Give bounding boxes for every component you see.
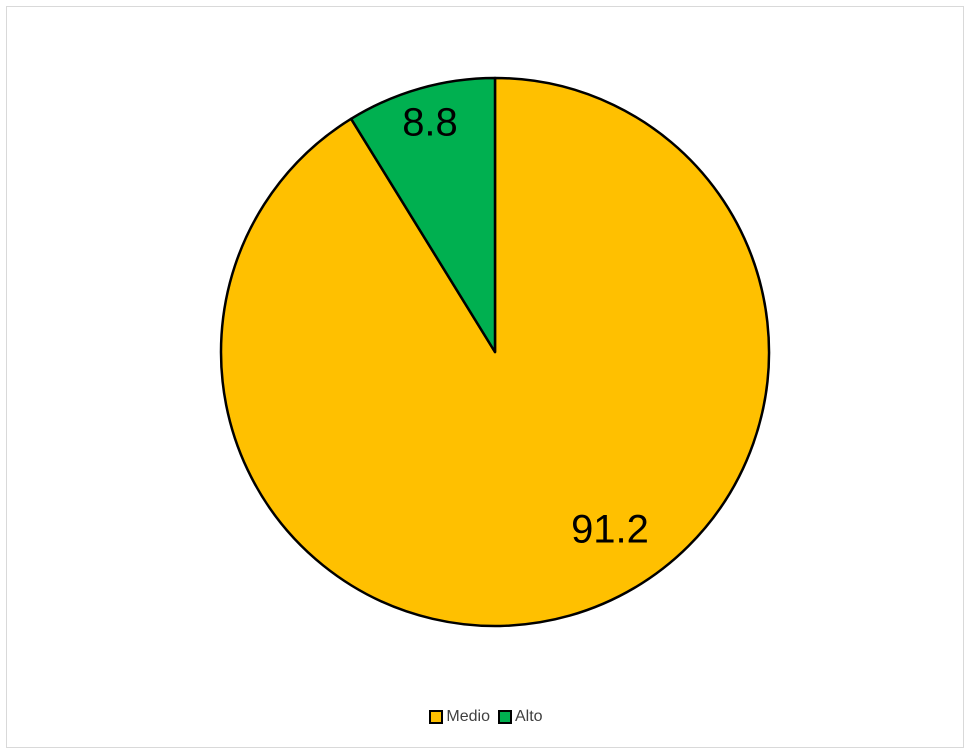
legend-swatch-alto xyxy=(498,710,512,724)
pie-data-labels: 91.2 8.8 xyxy=(402,101,649,552)
pie-slices xyxy=(219,76,771,628)
data-label-alto: 8.8 xyxy=(402,101,458,145)
legend-swatch-medio xyxy=(429,710,444,724)
legend-label-alto: Alto xyxy=(515,708,543,725)
pie-slice-alto xyxy=(349,76,497,354)
legend-label-medio: Medio xyxy=(446,708,490,725)
legend: Medio Alto xyxy=(0,708,972,726)
legend-item-medio: Medio xyxy=(429,708,490,726)
legend-item-alto: Alto xyxy=(498,708,543,726)
data-label-medio: 91.2 xyxy=(571,508,649,552)
